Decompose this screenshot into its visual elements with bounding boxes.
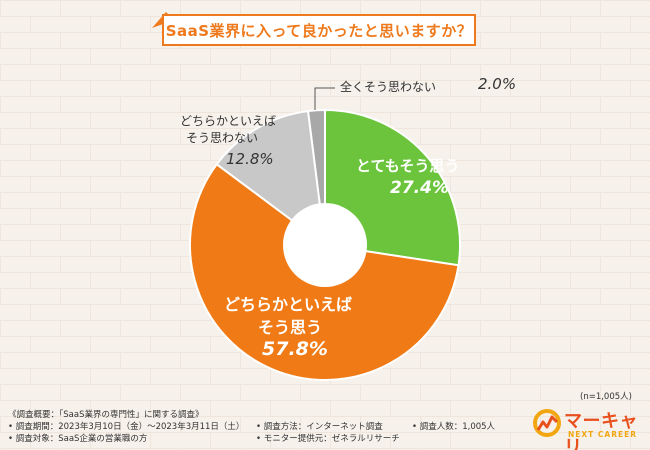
label-rather-no-pct: 12.8%: [226, 150, 274, 168]
title-box: SaaS業界に入って良かったと思いますか？: [162, 14, 476, 46]
label-very-yes-pct: 27.4%: [390, 178, 449, 198]
label-rather-no-line2: そう思わない: [186, 131, 259, 145]
label-very-yes: とてもそう思う: [356, 157, 460, 175]
label-rather-no-line1: どちらかといえば: [180, 114, 277, 128]
label-not-at-all-pct: 2.0%: [478, 75, 517, 93]
leader-line: [314, 87, 335, 110]
logo-subtitle: NEXT CAREER: [568, 430, 638, 439]
survey-count: • 調査人数：1,005人: [412, 422, 496, 432]
donut-hole: [283, 203, 367, 287]
survey-method: • 調査方法：インターネット調査: [256, 422, 383, 432]
label-not-at-all: 全くそう思わない: [340, 80, 437, 94]
survey-period: • 調査期間：2023年3月10日（金）〜2023年3月11日（土）: [8, 422, 245, 432]
label-rather-yes-line2: そう思う: [258, 318, 323, 337]
slice-rather-no: [215, 109, 327, 248]
logo-name: マーキャリ: [564, 411, 638, 450]
chart-title: SaaS業界に入って良かったと思いますか？: [165, 21, 473, 40]
survey-heading: 《調査概要：「SaaS業界の専門性」に関する調査》: [8, 410, 204, 420]
logo-icon: [533, 409, 561, 437]
label-rather-yes-line1: どちらかといえば: [224, 295, 353, 314]
label-rather-yes-pct: 57.8%: [262, 338, 328, 360]
sample-size-note: (n=1,005人): [580, 392, 632, 402]
survey-provider: • モニター提供元：ゼネラルリサーチ: [256, 434, 400, 444]
survey-target: • 調査対象：SaaS企業の営業職の方: [8, 434, 148, 444]
